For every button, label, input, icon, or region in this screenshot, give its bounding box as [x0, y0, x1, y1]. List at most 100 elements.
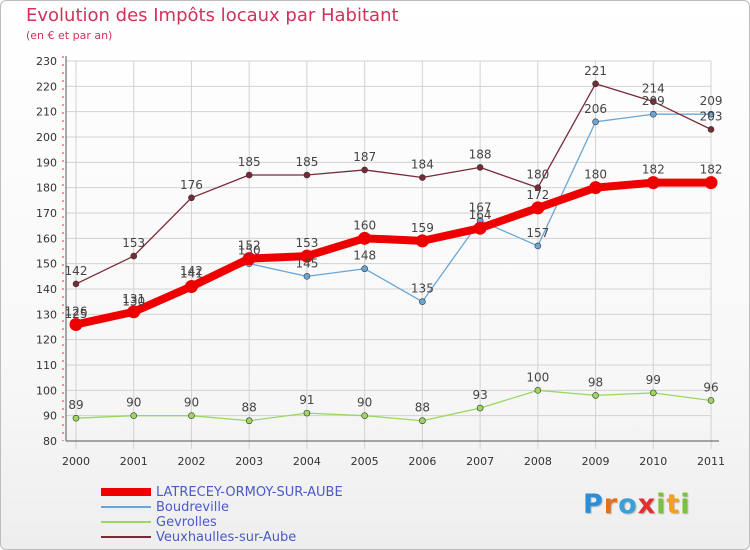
data-point [69, 317, 83, 331]
data-label: 152 [238, 239, 261, 253]
logo-letter: t [666, 489, 681, 520]
data-point [589, 181, 603, 195]
series-lines [69, 80, 718, 425]
data-label: 126 [65, 304, 88, 318]
data-point [415, 234, 429, 248]
data-point [534, 387, 542, 394]
data-label: 142 [180, 264, 203, 278]
x-tick-label: 2007 [466, 455, 494, 468]
y-tick-label: 230 [36, 55, 57, 68]
data-label: 148 [353, 249, 376, 263]
data-point [419, 174, 426, 181]
data-label: 90 [357, 396, 372, 410]
y-tick-label: 210 [36, 106, 57, 119]
proxiti-logo: Proxiti [583, 489, 691, 520]
y-tick-label: 160 [36, 232, 57, 245]
x-tick-label: 2011 [697, 455, 725, 468]
data-point [188, 194, 195, 202]
y-tick-label: 110 [36, 359, 57, 372]
series-line-3 [75, 83, 712, 285]
series-line-0 [72, 178, 716, 329]
data-point [592, 118, 599, 126]
logo-letter: i [680, 489, 691, 520]
data-label: 142 [65, 264, 88, 278]
data-label: 88 [242, 401, 257, 415]
data-point [303, 409, 311, 417]
data-point [531, 201, 545, 215]
data-label: 141 [180, 266, 203, 280]
data-label: 159 [411, 221, 434, 235]
data-point [534, 242, 542, 250]
data-point [72, 414, 80, 422]
data-point [419, 298, 426, 305]
data-point [184, 279, 198, 293]
data-point [361, 265, 368, 273]
data-label: 99 [646, 373, 661, 387]
data-point [127, 305, 141, 319]
data-point [361, 412, 368, 419]
data-label: 160 [353, 218, 376, 232]
y-tick-label: 90 [43, 410, 57, 423]
data-point [476, 164, 484, 171]
data-label: 221 [584, 64, 607, 78]
legend-label: Gevrolles [156, 515, 217, 530]
data-point [358, 231, 372, 245]
y-tick-label: 220 [36, 80, 57, 93]
data-label: 203 [700, 109, 723, 123]
data-label: 167 [469, 201, 492, 215]
data-label: 153 [295, 236, 318, 250]
x-tick-label: 2002 [177, 455, 205, 468]
logo-letter: P [583, 489, 604, 520]
data-point [476, 404, 484, 412]
legend-swatch [101, 506, 151, 508]
data-point [72, 280, 80, 288]
data-label: 88 [415, 401, 430, 415]
data-label: 176 [180, 178, 203, 192]
data-label: 98 [588, 375, 603, 389]
y-tick-label: 80 [43, 435, 57, 448]
legend-label: Boudreville [156, 500, 229, 515]
x-tick-label: 2003 [235, 455, 263, 468]
data-label: 172 [526, 188, 549, 202]
y-tick-label: 170 [36, 207, 57, 220]
data-label: 100 [526, 370, 549, 384]
x-tick-label: 2009 [582, 455, 610, 468]
chart-subtitle: (en € et par an) [26, 29, 113, 42]
data-point [649, 98, 657, 105]
data-labels: 125 130 142 150 145 148 135 167 157 206 209 209 89 90… [65, 64, 723, 415]
y-tick-label: 150 [36, 258, 57, 271]
data-label: 180 [526, 168, 549, 182]
y-tick-label: 190 [36, 156, 57, 169]
data-label: 130 [122, 294, 145, 308]
y-tick-label: 200 [36, 131, 57, 144]
data-point [592, 80, 599, 88]
data-label: 150 [238, 244, 261, 258]
x-tick-label: 2008 [524, 455, 552, 468]
x-tick-label: 2004 [293, 455, 321, 468]
data-label: 164 [469, 208, 492, 222]
data-label: 180 [584, 168, 607, 182]
data-point [361, 166, 368, 174]
data-point [592, 392, 599, 399]
data-point [534, 184, 542, 191]
legend-swatch [101, 521, 151, 523]
data-label: 209 [700, 94, 723, 108]
series-line-2 [75, 389, 712, 422]
data-label: 96 [703, 380, 718, 394]
y-tick-label: 180 [36, 182, 57, 195]
data-label: 125 [65, 307, 88, 321]
data-label: 185 [295, 155, 318, 169]
data-label: 131 [122, 292, 145, 306]
data-label: 89 [68, 398, 83, 412]
legend-label: LATRECEY-ORMOY-SUR-AUBE [156, 485, 343, 500]
data-label: 188 [469, 147, 492, 161]
data-point [130, 412, 138, 419]
data-point [245, 417, 253, 425]
data-point [707, 126, 715, 133]
data-point [649, 389, 657, 397]
data-point [300, 249, 314, 263]
y-tick-label: 130 [36, 308, 57, 321]
data-point [707, 110, 715, 118]
